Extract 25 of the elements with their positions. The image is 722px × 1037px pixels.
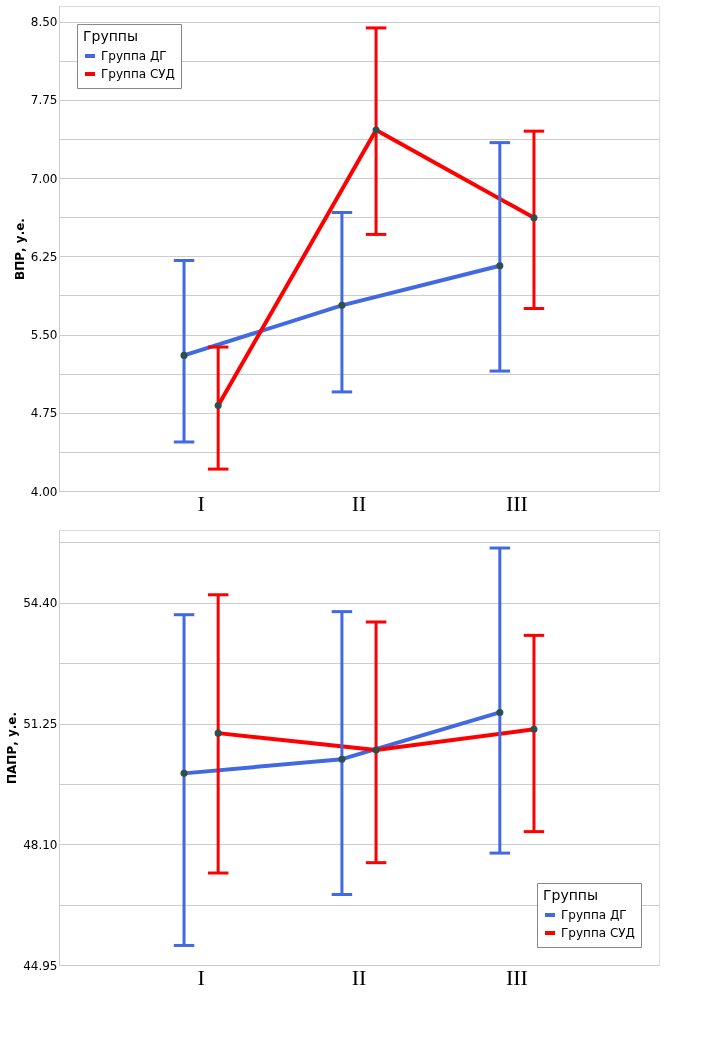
x-tick-label: I <box>197 964 205 990</box>
legend-title: Группы <box>543 887 599 903</box>
legend-label: Группа СУД <box>561 926 635 940</box>
y-tick-label: 4.75 <box>30 406 58 421</box>
legend-title: Группы <box>83 28 139 44</box>
y-tick-label: 54.40 <box>23 596 58 611</box>
y-tick-label: 48.10 <box>23 837 58 852</box>
y-tick-label: 8.50 <box>30 15 58 30</box>
y-tick-label: 7.00 <box>30 171 58 186</box>
y-tick-label: 6.25 <box>30 249 58 264</box>
y-tick-label: 44.95 <box>23 958 58 973</box>
legend-label: Группа СУД <box>101 67 175 81</box>
y-axis-title: ВПР, у.е. <box>12 218 27 280</box>
y-tick-label: 5.50 <box>30 328 58 343</box>
y-tick-label: 51.25 <box>23 717 58 732</box>
legend-label: Группа ДГ <box>101 49 167 63</box>
y-tick-label: 4.00 <box>30 484 58 499</box>
x-tick-label: I <box>197 490 205 516</box>
y-axis-title: ПАПР, у.е. <box>5 712 20 784</box>
x-tick-label: II <box>351 964 367 990</box>
y-tick-label: 7.75 <box>30 93 58 108</box>
legend-label: Группа ДГ <box>561 908 627 922</box>
x-tick-label: III <box>505 964 528 990</box>
x-tick-label: III <box>505 490 528 516</box>
x-tick-label: II <box>351 490 367 516</box>
